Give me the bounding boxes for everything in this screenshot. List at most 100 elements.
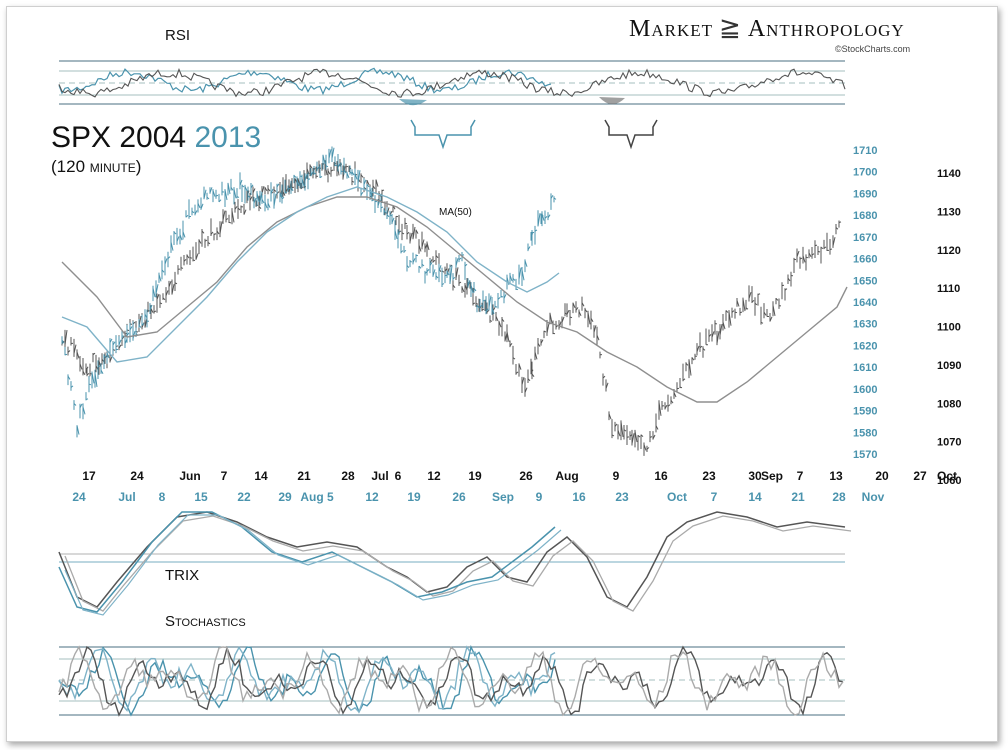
price-bar-2004-tick <box>655 425 659 430</box>
price-bar-2004-tick <box>784 288 788 291</box>
price-bar-2004-tick <box>820 246 824 250</box>
price-bar-2013-tick <box>455 258 459 267</box>
price-bar-2013-tick <box>206 196 210 200</box>
price-bar-2004-tick <box>787 277 791 282</box>
price-bar-2004-tick <box>802 255 806 263</box>
price-bar-2004-tick <box>558 321 562 329</box>
price-bar-2013-tick <box>397 230 401 236</box>
y-tick-2004: 1120 <box>937 245 961 257</box>
x-tick-2004: 28 <box>341 469 355 483</box>
price-bar-2004-tick <box>249 196 253 201</box>
y-tick-2004: 1100 <box>937 322 961 334</box>
price-bar-2013-tick <box>194 210 198 215</box>
price-bar-2013-tick <box>106 352 110 359</box>
price-bar-2004-tick <box>716 331 720 344</box>
y-tick-2013: 1710 <box>853 145 877 157</box>
price-bar-2004-tick <box>734 311 738 314</box>
price-bar-2013-tick <box>435 275 439 279</box>
price-bar-2013-tick <box>239 179 243 186</box>
price-bar-2013-tick <box>284 191 288 194</box>
price-bar-2013-tick <box>541 213 545 221</box>
price-bar-2013-tick <box>250 184 254 189</box>
x-tick-2004: 24 <box>130 469 144 483</box>
price-bar-2004-tick <box>198 239 202 244</box>
price-bar-2013-tick <box>118 339 122 346</box>
price-bar-2013-tick <box>473 287 477 292</box>
price-bar-2013-tick <box>331 147 335 159</box>
price-bar-2013-tick <box>138 324 142 328</box>
y-tick-2013: 1650 <box>853 275 877 287</box>
price-bar-2013-tick <box>197 202 201 209</box>
price-bar-2013-tick <box>394 230 398 240</box>
price-bar-2013-tick <box>550 194 554 199</box>
brand-left: Market <box>629 16 714 42</box>
price-bar-2013-tick <box>161 269 165 273</box>
price-bar-2004-tick <box>258 205 262 210</box>
price-bar-2004-tick <box>174 282 178 285</box>
price-bar-2004-tick <box>67 350 71 353</box>
price-bar-2004-tick <box>86 373 90 376</box>
x-tick-2004: 21 <box>297 469 311 483</box>
price-bar-2004-tick <box>213 233 217 236</box>
price-bar-2004-tick <box>435 255 439 259</box>
price-bar-2013-tick <box>403 250 407 252</box>
y-tick-2013: 1630 <box>853 319 877 331</box>
price-bar-2013-tick <box>400 250 404 253</box>
price-bar-2013-tick <box>253 197 257 204</box>
price-bar-2013-tick <box>70 385 74 388</box>
price-bar-2004-tick <box>534 352 538 360</box>
price-bar-2004-tick <box>481 308 485 311</box>
price-bar-2013-tick <box>88 383 92 386</box>
price-bar-2004-tick <box>649 436 653 438</box>
x-tick-2013: 28 <box>832 490 846 504</box>
title-main: SPX 2004 <box>51 121 187 154</box>
rsi-label: RSI <box>165 27 191 44</box>
rsi-bracket-2004 <box>604 119 658 150</box>
y-tick-2004: 1070 <box>937 437 961 449</box>
price-bar-2013-tick <box>360 191 364 196</box>
price-bar-2004-tick <box>506 331 510 342</box>
price-bar-2004-tick <box>685 363 689 366</box>
price-bar-2013-tick <box>544 216 548 219</box>
price-bar-2004-tick <box>745 307 749 310</box>
price-bar-2013-tick <box>273 193 277 207</box>
price-bar-2013-tick <box>479 304 483 308</box>
price-bar-2004-tick <box>360 174 364 178</box>
x-tick-2013: 23 <box>615 490 629 504</box>
price-bar-2004-tick <box>719 324 723 336</box>
price-bar-2013-tick <box>357 170 361 184</box>
price-bar-2004-tick <box>73 344 77 354</box>
x-tick-2004: 9 <box>613 469 620 483</box>
chart-frame: 1710 1700 1690 1680 1670 1660 1650 1640 1630 1620… <box>6 6 998 742</box>
price-bar-2004-tick <box>461 286 465 293</box>
price-bar-2004-tick <box>708 334 712 337</box>
price-bar-2004-tick <box>521 376 525 385</box>
price-bar-2013-tick <box>241 185 245 188</box>
price-bar-2013-tick <box>94 372 98 387</box>
price-bar-2013-tick <box>515 288 519 291</box>
price-bar-2013-tick <box>363 179 367 185</box>
price-bar-2004-tick <box>495 315 499 322</box>
price-bar-2013-tick <box>259 191 263 202</box>
price-bar-2013-tick <box>301 178 305 187</box>
price-bar-2013-tick <box>126 332 130 336</box>
price-bar-2004-tick <box>412 226 416 240</box>
price-bar-2013-tick <box>236 196 240 198</box>
price-bar-2004-tick <box>829 248 833 251</box>
rsi-oversold-shade-2004 <box>599 97 625 105</box>
price-bar-2004-tick <box>731 310 735 313</box>
price-bar-2013-tick <box>264 201 268 209</box>
y-tick-2013: 1680 <box>853 210 877 222</box>
price-bar-2004-tick <box>207 242 211 245</box>
price-bar-2004-tick <box>401 232 405 235</box>
ma-line-2004 <box>61 196 848 403</box>
x-tick-2004: 6 <box>395 469 402 483</box>
stoch-line-2013 <box>58 644 556 717</box>
price-bar-2004-tick <box>195 253 199 260</box>
x-tick-2013: Jul <box>118 490 135 504</box>
trix-label: TRIX <box>165 567 200 584</box>
price-bar-2004-tick <box>587 312 591 325</box>
price-bar-2004-tick <box>515 371 519 374</box>
dna-helix-icon: ≧ <box>719 13 742 42</box>
price-bar-2013-tick <box>534 229 538 232</box>
